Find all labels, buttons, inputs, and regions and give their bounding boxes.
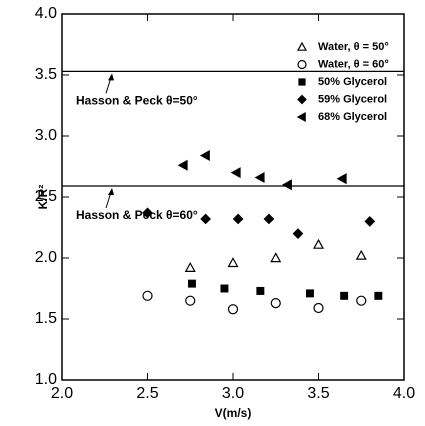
point	[356, 295, 367, 306]
point	[270, 298, 281, 309]
point	[184, 262, 196, 272]
point	[200, 213, 211, 225]
point	[313, 302, 324, 314]
point	[374, 291, 383, 300]
point	[298, 78, 306, 86]
point	[256, 286, 265, 295]
annotation: Hasson & Peck θ=50°	[76, 94, 198, 108]
point	[312, 238, 325, 249]
point	[220, 284, 229, 293]
y-tick-label: 2.5	[35, 188, 57, 205]
point	[232, 213, 244, 225]
y-tick-label: 1.0	[35, 371, 57, 388]
y-tick-label: 2.0	[35, 249, 57, 266]
legend-label: 50% Glycerol	[318, 76, 387, 88]
point	[355, 249, 367, 260]
point	[177, 159, 188, 171]
point	[296, 111, 306, 123]
legend-label: 68% Glycerol	[318, 111, 387, 123]
point	[185, 295, 196, 306]
x-tick-label: 2.0	[51, 385, 73, 402]
x-tick-label: 4.0	[393, 385, 415, 402]
y-tick-label: 4.0	[35, 5, 57, 22]
point	[305, 289, 314, 298]
y-tick-label: 3.5	[35, 66, 57, 83]
x-axis-label: V(m/s)	[215, 406, 252, 420]
annotation-arrowhead	[108, 73, 114, 81]
x-tick-label: 3.5	[307, 385, 329, 402]
point	[227, 304, 239, 315]
point	[297, 59, 307, 70]
point	[187, 279, 196, 288]
point	[364, 216, 376, 227]
point	[296, 41, 308, 51]
annotation: Hasson & Peck θ=60°	[76, 208, 198, 222]
point	[199, 150, 210, 162]
point	[292, 228, 304, 239]
point	[263, 213, 275, 225]
point	[297, 94, 307, 105]
point	[142, 290, 153, 301]
x-tick-label: 3.0	[222, 385, 244, 402]
y-tick-label: 1.5	[35, 310, 57, 327]
y-axis-label: K/R²	[36, 185, 50, 210]
point	[270, 252, 282, 263]
legend-label: 59% Glycerol	[318, 93, 387, 105]
legend-label: Water, θ = 60°	[318, 58, 389, 70]
point	[142, 207, 153, 219]
point	[254, 171, 265, 183]
annotation-arrowhead	[108, 188, 114, 196]
point	[340, 291, 349, 300]
point	[281, 179, 292, 191]
point	[336, 173, 347, 185]
point	[230, 167, 241, 179]
x-tick-label: 2.5	[136, 385, 158, 402]
y-tick-label: 3.0	[35, 127, 57, 144]
point	[227, 257, 239, 268]
legend-label: Water, θ = 50°	[318, 41, 389, 53]
